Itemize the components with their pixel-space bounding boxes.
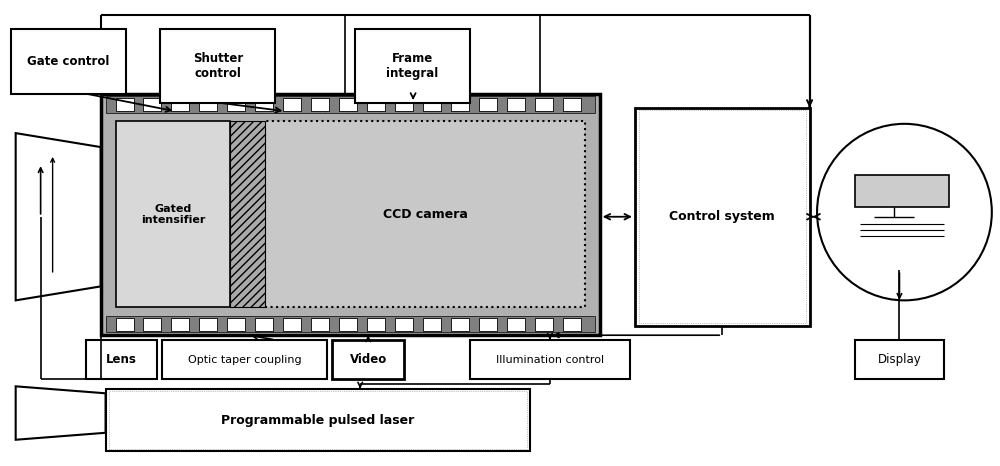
Bar — [479, 98, 497, 111]
Bar — [160, 28, 275, 103]
Bar — [339, 98, 357, 111]
Text: Display: Display — [878, 353, 921, 366]
Bar — [106, 389, 530, 452]
Bar — [507, 98, 525, 111]
Bar — [507, 318, 525, 330]
Bar — [199, 318, 217, 330]
Bar — [332, 340, 404, 379]
Bar — [367, 318, 385, 330]
Bar — [171, 318, 189, 330]
Bar — [162, 340, 327, 379]
Bar — [451, 98, 469, 111]
Bar — [311, 318, 329, 330]
Bar — [283, 98, 301, 111]
Bar — [535, 98, 553, 111]
Bar — [86, 340, 157, 379]
Bar — [106, 96, 595, 113]
Bar — [230, 122, 265, 308]
Text: Video: Video — [350, 353, 387, 366]
Bar — [265, 122, 585, 308]
Bar — [227, 318, 245, 330]
Bar — [395, 318, 413, 330]
Bar — [535, 318, 553, 330]
Bar — [143, 318, 161, 330]
Bar — [101, 94, 600, 335]
Bar — [470, 340, 630, 379]
Bar — [171, 98, 189, 111]
Polygon shape — [16, 133, 101, 301]
Bar — [635, 108, 810, 326]
Bar — [563, 318, 581, 330]
Bar — [106, 316, 595, 332]
Bar — [367, 98, 385, 111]
Text: Optic taper coupling: Optic taper coupling — [188, 355, 302, 364]
Bar — [855, 175, 949, 207]
Text: Control system: Control system — [669, 210, 775, 223]
Bar — [639, 110, 806, 323]
Bar — [395, 98, 413, 111]
Bar — [355, 28, 470, 103]
Bar — [339, 318, 357, 330]
Ellipse shape — [817, 124, 992, 301]
Bar — [143, 98, 161, 111]
Bar — [255, 318, 273, 330]
Text: Lens: Lens — [106, 353, 137, 366]
Bar — [109, 391, 527, 449]
Bar — [11, 28, 126, 94]
Text: Programmable pulsed laser: Programmable pulsed laser — [221, 413, 414, 426]
Bar — [563, 98, 581, 111]
Bar — [451, 318, 469, 330]
Bar — [423, 98, 441, 111]
Bar — [116, 122, 230, 308]
Text: Frame
integral: Frame integral — [386, 52, 439, 80]
Bar — [311, 98, 329, 111]
Text: Shutter
control: Shutter control — [193, 52, 243, 80]
Bar — [283, 318, 301, 330]
Bar — [855, 340, 944, 379]
Text: Illumination control: Illumination control — [496, 355, 604, 364]
Bar — [199, 98, 217, 111]
Text: Gate control: Gate control — [27, 55, 109, 68]
Bar — [116, 98, 134, 111]
Bar — [479, 318, 497, 330]
Text: CCD camera: CCD camera — [383, 208, 468, 221]
Bar — [423, 318, 441, 330]
Bar — [116, 318, 134, 330]
Bar — [255, 98, 273, 111]
Text: Gated
intensifier: Gated intensifier — [141, 204, 205, 225]
Bar — [227, 98, 245, 111]
Polygon shape — [16, 386, 106, 440]
